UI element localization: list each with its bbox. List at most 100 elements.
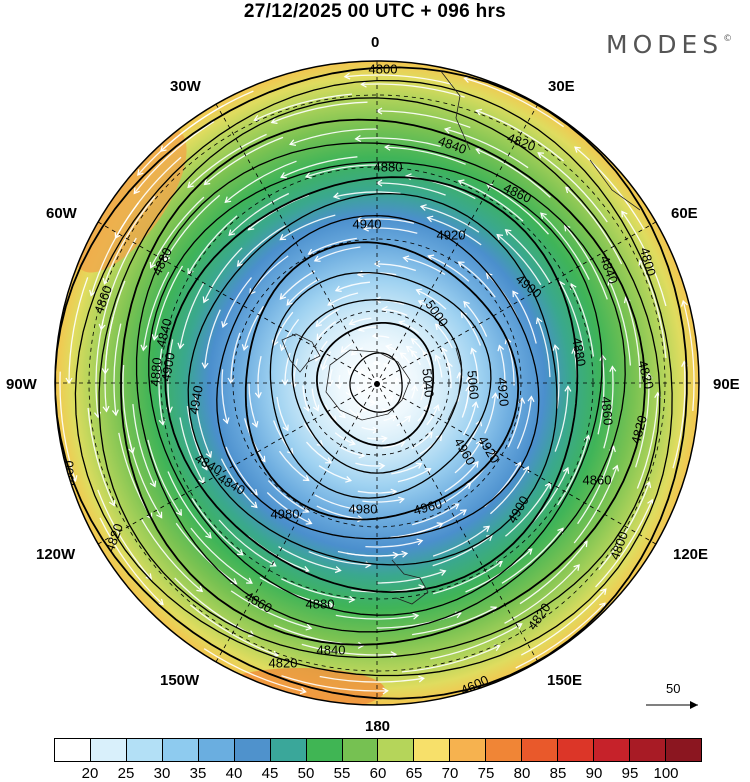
streamline-arrow [246,577,253,584]
streamline [289,128,378,145]
streamline [59,371,77,482]
streamline-arrow [205,451,212,459]
streamline-arrow [133,187,140,195]
streamline [133,121,215,194]
streamline-arrow [609,365,617,372]
streamline-arrow [280,172,287,179]
colorbar-tick-label: 75 [477,765,495,782]
streamline-arrow [224,196,232,203]
colorbar-tick-label: 40 [225,765,243,782]
streamline [132,404,156,487]
streamline-arrow [564,385,572,392]
streamline-arrow [149,480,157,488]
colorbar-cell [450,739,487,761]
streamline [278,450,310,482]
streamline-arrow [460,311,467,319]
streamline [376,110,471,129]
streamline-arrow [443,126,451,134]
reference-vector-label: 50 [666,681,681,696]
streamline-arrow [426,215,434,223]
streamline [280,156,358,178]
streamline [222,277,252,328]
streamline-arrow [137,169,144,176]
streamline [248,382,258,428]
streamline-arrow [384,143,391,151]
streamline-arrow [394,376,401,384]
streamline [536,317,551,378]
streamline-arrow [149,261,156,269]
streamline [220,458,258,508]
streamline [204,309,221,368]
streamline-arrow [108,499,116,507]
streamline [346,552,408,557]
streamline-arrow [491,392,499,399]
streamline-arrow [399,352,407,359]
streamline [356,218,415,224]
streamline-arrow [415,462,423,469]
streamline [237,224,287,267]
streamline [87,407,115,506]
colorbar-tick-label: 60 [369,765,387,782]
streamline-arrow [515,623,523,630]
streamline-arrow [486,534,493,542]
streamline [279,214,336,241]
height-contour [120,118,646,646]
streamline [224,160,297,203]
streamline-arrow [286,299,293,306]
streamline-arrow [535,317,543,325]
streamline [460,311,482,346]
colorbar-cell [234,739,271,761]
latitude-circle [304,310,450,456]
streamline-arrow [401,550,409,558]
streamline [412,606,497,636]
streamline-arrow [398,496,405,504]
streamline-arrow [386,395,394,402]
streamline-arrow [89,289,96,297]
map-boundary [54,60,700,706]
streamline [385,146,466,165]
lon-label-90w: 90W [6,376,37,393]
colorbar-cell [486,739,523,761]
streamline-arrow [475,439,482,447]
streamline [104,316,114,412]
streamline-arrow [361,352,369,359]
streamline [430,623,523,660]
contour-label: 4880 [306,596,335,611]
streamline [259,576,334,607]
streamline-arrow [340,346,348,354]
contour-label: 4820 [628,414,650,446]
streamline [464,77,564,128]
streamline-arrow [398,320,406,327]
streamline-arrow [305,623,313,631]
streamline-arrow [360,80,367,88]
streamline-arrow [304,172,312,179]
streamline-arrow [390,488,398,496]
streamline-arrow [270,117,278,124]
streamline [636,392,659,489]
lon-label-60e: 60E [671,205,698,222]
streamline-arrow [250,501,258,509]
lon-label-150w: 150W [160,672,200,689]
contour-label: 4880 [147,357,164,387]
streamline-arrow [434,354,442,362]
streamline [634,373,650,468]
streamline [150,196,205,268]
colorbar-cell [342,739,379,761]
streamline-arrow [326,380,334,387]
streamline-arrow [405,345,413,353]
brand-logo: MODES© [606,30,732,59]
streamline-arrow [420,382,428,390]
wind-streamlines [59,72,695,695]
streamline [281,578,355,601]
streamline [230,590,312,629]
streamline [187,133,267,188]
lon-label-150e: 150E [547,672,583,689]
streamline [186,406,208,470]
streamline-arrow [537,152,545,159]
streamline-arrow [382,687,389,695]
streamline-arrow [202,296,210,304]
streamline [167,339,174,413]
streamline [608,279,632,366]
streamline-arrow [562,466,570,474]
